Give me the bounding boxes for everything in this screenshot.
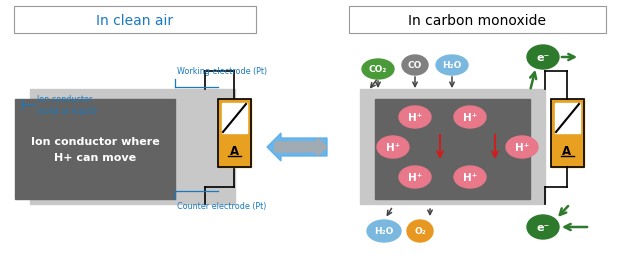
Bar [555, 104, 580, 133]
Bar [551, 100, 584, 167]
Text: H₂O: H₂O [374, 227, 394, 235]
Ellipse shape [407, 220, 433, 242]
Text: A: A [229, 145, 238, 158]
Text: H⁺: H⁺ [408, 172, 422, 182]
Bar [222, 104, 247, 133]
Text: A: A [563, 145, 571, 158]
Text: In clean air: In clean air [96, 14, 173, 28]
Ellipse shape [527, 46, 559, 70]
FancyBboxPatch shape [349, 7, 606, 34]
Ellipse shape [506, 136, 538, 158]
Text: Counter electrode (Pt): Counter electrode (Pt) [177, 201, 266, 210]
Text: CO₂: CO₂ [369, 65, 387, 74]
Ellipse shape [454, 166, 486, 188]
FancyBboxPatch shape [14, 7, 256, 34]
FancyArrow shape [275, 138, 327, 156]
Text: Ion conductor
(solid or liquid): Ion conductor (solid or liquid) [37, 95, 97, 115]
Ellipse shape [362, 60, 394, 80]
Text: H⁺: H⁺ [408, 113, 422, 122]
Text: Working electrode (Pt): Working electrode (Pt) [177, 67, 267, 76]
Bar [375, 100, 530, 199]
Ellipse shape [527, 215, 559, 239]
Text: e⁻: e⁻ [537, 222, 550, 232]
Ellipse shape [454, 107, 486, 129]
Text: CO: CO [408, 61, 422, 70]
Bar [551, 100, 584, 167]
Bar [218, 100, 251, 167]
Ellipse shape [399, 107, 431, 129]
Text: O₂: O₂ [414, 227, 426, 235]
Ellipse shape [399, 166, 431, 188]
Text: e⁻: e⁻ [537, 53, 550, 63]
Text: In carbon monoxide: In carbon monoxide [408, 14, 546, 28]
FancyArrow shape [267, 133, 327, 161]
Text: H⁺: H⁺ [463, 172, 477, 182]
Ellipse shape [402, 56, 428, 76]
Bar [360, 90, 545, 204]
Text: H₂O: H₂O [442, 61, 461, 70]
Bar [15, 100, 175, 199]
Ellipse shape [367, 220, 401, 242]
Ellipse shape [436, 56, 468, 76]
Bar [30, 90, 235, 204]
Ellipse shape [377, 136, 409, 158]
Text: H⁺: H⁺ [463, 113, 477, 122]
Text: H⁺: H⁺ [386, 142, 400, 152]
Bar [218, 100, 251, 167]
Text: Ion conductor where
H+ can move: Ion conductor where H+ can move [30, 137, 160, 162]
Text: H⁺: H⁺ [515, 142, 529, 152]
